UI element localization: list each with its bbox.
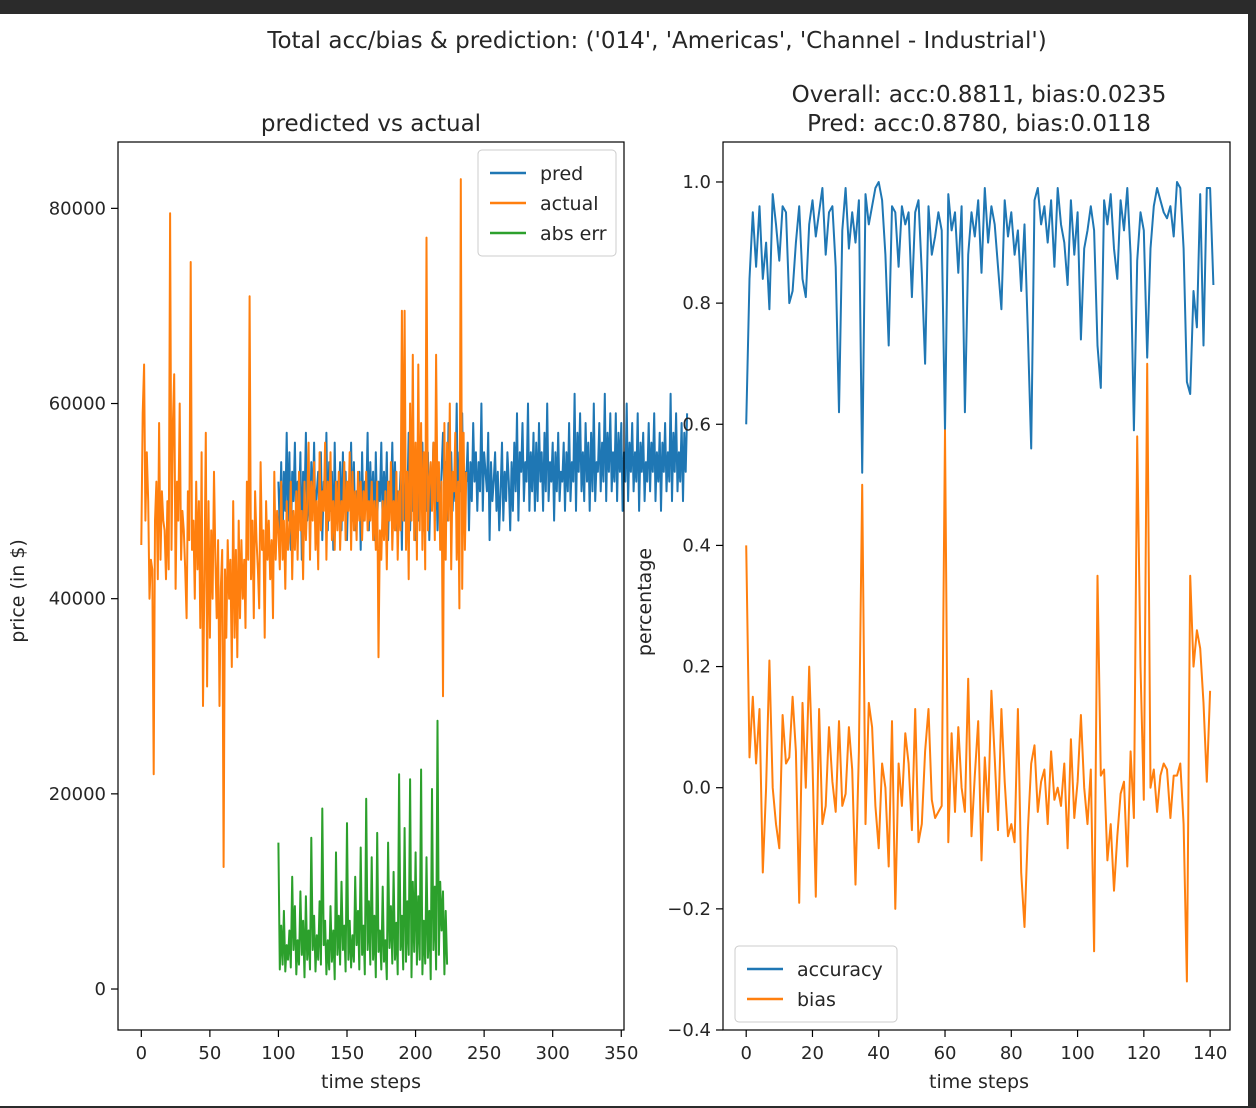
y-tick-label: 60000 — [49, 394, 106, 415]
y-axis-label: percentage — [634, 548, 656, 656]
y-tick-label: 20000 — [49, 784, 106, 805]
x-tick-label: 250 — [467, 1043, 501, 1064]
y-tick-label: 0 — [95, 979, 106, 1000]
y-tick-label: −0.4 — [667, 1020, 711, 1041]
legend-box — [734, 945, 898, 1023]
x-tick-label: 80 — [1000, 1043, 1023, 1064]
figure-title: Total acc/bias & prediction: ('014', 'Am… — [266, 28, 1046, 54]
legend: accuracy bias — [734, 945, 898, 1023]
series-line-actual — [140, 178, 468, 868]
y-tick-label: 40000 — [49, 589, 106, 610]
x-tick-label: 0 — [740, 1043, 751, 1064]
legend-label: bias — [797, 989, 836, 1011]
x-axis-label: time steps — [929, 1071, 1029, 1093]
x-tick-label: 100 — [1060, 1043, 1094, 1064]
plot-frame — [722, 141, 1231, 1031]
x-tick-label: 150 — [330, 1043, 364, 1064]
legend-label: actual — [540, 193, 599, 215]
legend-label: abs err — [540, 223, 607, 245]
x-tick-label: 120 — [1127, 1043, 1161, 1064]
series-line-bias — [745, 362, 1212, 983]
legend: pred actual abs err — [477, 149, 617, 257]
chart-title: Overall: acc:0.8811, bias:0.0235 — [792, 82, 1167, 108]
x-tick-label: 350 — [604, 1043, 638, 1064]
legend-label: pred — [540, 163, 583, 185]
x-tick-label: 40 — [867, 1043, 890, 1064]
y-tick-label: 80000 — [49, 198, 106, 219]
chart-subtitle: Pred: acc:0.8780, bias:0.0118 — [807, 111, 1151, 137]
figure: Total acc/bias & prediction: ('014', 'Am… — [0, 14, 1248, 1106]
x-tick-label: 300 — [536, 1043, 570, 1064]
x-axis-label: time steps — [321, 1071, 421, 1093]
y-tick-label: −0.2 — [667, 899, 711, 920]
y-axis-label: price (in $) — [7, 539, 29, 643]
x-tick-label: 60 — [934, 1043, 957, 1064]
x-tick-label: 140 — [1193, 1043, 1227, 1064]
legend-label: accuracy — [797, 959, 883, 981]
y-tick-label: 0.2 — [682, 657, 711, 678]
x-tick-label: 100 — [261, 1043, 295, 1064]
y-tick-label: 0.4 — [682, 535, 711, 556]
y-tick-label: 0.0 — [682, 778, 711, 799]
x-tick-label: 200 — [398, 1043, 432, 1064]
x-tick-label: 0 — [136, 1043, 147, 1064]
chart-predicted-vs-actual: predicted vs actual time steps price (in… — [7, 111, 689, 1093]
legend-box — [477, 149, 617, 257]
plot-frame — [117, 141, 625, 1031]
chart-title: predicted vs actual — [261, 111, 481, 137]
series-group — [140, 178, 689, 981]
y-tick-label: 0.8 — [682, 293, 711, 314]
series-line-abs-err — [277, 719, 449, 981]
x-tick-label: 50 — [198, 1043, 221, 1064]
figure-canvas: Total acc/bias & prediction: ('014', 'Am… — [7, 28, 1231, 1093]
x-tick-label: 20 — [801, 1043, 824, 1064]
chart-accuracy-bias: Overall: acc:0.8811, bias:0.0235 Pred: a… — [634, 82, 1231, 1093]
series-line-accuracy — [745, 181, 1215, 474]
series-group — [745, 181, 1215, 983]
y-tick-label: 1.0 — [682, 172, 711, 193]
y-tick-label: 0.6 — [682, 414, 711, 435]
